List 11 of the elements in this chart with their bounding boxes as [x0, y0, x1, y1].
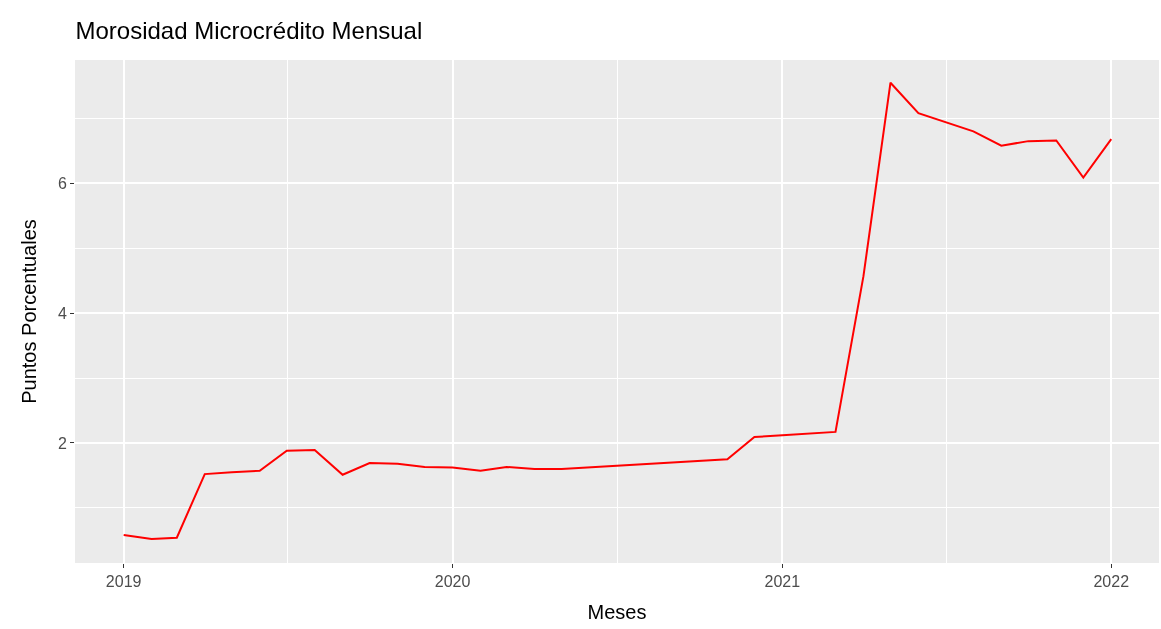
- y-tick-label: 6: [57, 174, 67, 192]
- line-series: [122, 81, 1113, 540]
- x-tick-label: 2021: [764, 573, 801, 591]
- x-axis-title: Meses: [587, 600, 647, 623]
- y-tick-label: 2: [57, 434, 67, 452]
- y-tick-label: 4: [57, 304, 67, 322]
- x-tick-label: 2019: [105, 573, 142, 591]
- x-tick-label: 2020: [434, 573, 471, 591]
- y-axis-title: Puntos Porcentuales: [18, 219, 41, 404]
- x-tick-label: 2022: [1093, 573, 1130, 591]
- chart-title: Morosidad Microcrédito Mensual: [75, 16, 423, 44]
